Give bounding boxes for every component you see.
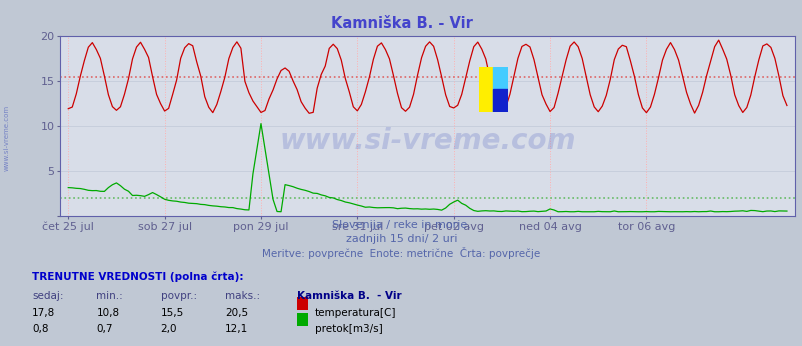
Text: temperatura[C]: temperatura[C] xyxy=(314,308,395,318)
Text: 17,8: 17,8 xyxy=(32,308,55,318)
Text: zadnjih 15 dni/ 2 uri: zadnjih 15 dni/ 2 uri xyxy=(346,234,456,244)
Bar xyxy=(479,67,493,112)
Text: sedaj:: sedaj: xyxy=(32,291,63,301)
Text: 12,1: 12,1 xyxy=(225,324,248,334)
Text: www.si-vreme.com: www.si-vreme.com xyxy=(279,127,575,155)
Text: 0,7: 0,7 xyxy=(96,324,113,334)
Text: maks.:: maks.: xyxy=(225,291,260,301)
Bar xyxy=(493,67,508,112)
Text: 20,5: 20,5 xyxy=(225,308,248,318)
Text: www.si-vreme.com: www.si-vreme.com xyxy=(3,105,10,172)
Text: povpr.:: povpr.: xyxy=(160,291,196,301)
Text: min.:: min.: xyxy=(96,291,123,301)
Text: pretok[m3/s]: pretok[m3/s] xyxy=(314,324,382,334)
Text: Kamniška B.  - Vir: Kamniška B. - Vir xyxy=(297,291,401,301)
Text: Slovenija / reke in morje.: Slovenija / reke in morje. xyxy=(332,220,470,230)
Text: 0,8: 0,8 xyxy=(32,324,49,334)
Text: 10,8: 10,8 xyxy=(96,308,119,318)
Text: TRENUTNE VREDNOSTI (polna črta):: TRENUTNE VREDNOSTI (polna črta): xyxy=(32,272,243,282)
Bar xyxy=(493,89,508,112)
Text: 2,0: 2,0 xyxy=(160,324,177,334)
Text: Meritve: povprečne  Enote: metrične  Črta: povprečje: Meritve: povprečne Enote: metrične Črta:… xyxy=(262,247,540,259)
Text: Kamniška B. - Vir: Kamniška B. - Vir xyxy=(330,16,472,30)
Text: 15,5: 15,5 xyxy=(160,308,184,318)
